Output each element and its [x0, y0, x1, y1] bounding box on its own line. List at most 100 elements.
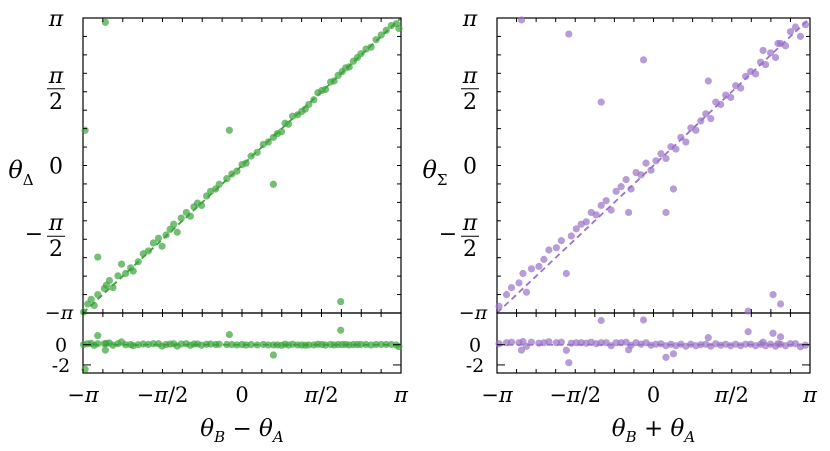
p0-ytick-label-0-sign: −: [25, 222, 43, 247]
p1-point-31: [657, 150, 665, 158]
p1-residual-point-63: [744, 328, 752, 336]
p1-residual-point-19: [597, 339, 605, 347]
p1-point-71: [759, 46, 767, 55]
p0-point-0: [79, 308, 88, 316]
p1-point-50: [752, 70, 760, 78]
p1-point-28: [642, 159, 650, 167]
p1-residual-point-71: [759, 338, 767, 346]
p0-residual-point-78: [101, 346, 109, 354]
p0-point-58: [330, 77, 338, 85]
p1-point-29: [647, 166, 655, 174]
p0-point-18: [154, 234, 163, 242]
p0-residual-point-11: [121, 341, 130, 349]
p1-xtick-label-2: 0: [647, 383, 660, 407]
p0-residual-point-39: [247, 340, 255, 349]
p1-point-11: [557, 237, 565, 245]
p0-residual-point-4: [94, 340, 102, 348]
p1-residual-point-6: [527, 338, 536, 346]
p0-point-10: [117, 260, 126, 268]
p1-ytick-label-2: π2: [461, 64, 479, 115]
p1-point-19: [597, 201, 605, 210]
p0-point-76: [225, 126, 233, 134]
p0-xtick-label-2: 0: [235, 383, 248, 407]
p0-residual-point-73: [395, 342, 403, 351]
p0-point-21: [166, 225, 174, 233]
p1-point-52: [761, 60, 770, 69]
p1-xtick-label-0: −π: [481, 383, 514, 407]
p1-point-24: [622, 175, 630, 184]
p0-residual-point-33: [215, 340, 223, 348]
p0-point-26: [186, 212, 194, 220]
p0-point-19: [158, 242, 166, 250]
p1-point-8: [540, 255, 548, 264]
p1-residual-point-67: [639, 316, 648, 324]
p1-xtick-label-3: π/2: [714, 383, 749, 407]
p1-point-34: [672, 145, 680, 153]
p1-point-47: [737, 84, 745, 92]
p1-xtick-label-1: −π/2: [549, 383, 601, 407]
p0-ytick-label-3: π: [48, 7, 64, 32]
p1-residual-point-14: [572, 339, 580, 347]
p1-point-3: [515, 279, 523, 287]
p1-residual-point-0: [495, 340, 503, 348]
p1-point-65: [565, 30, 573, 38]
p1-residual-point-11: [557, 338, 565, 346]
p1-residual-point-69: [669, 350, 678, 358]
p1-point-30: [652, 157, 660, 165]
p1-ytick-label-0-den: 2: [463, 237, 477, 262]
p1-point-14: [572, 225, 580, 233]
p0-ytick-label-2-den: 2: [49, 90, 63, 115]
p1-residual-point-70: [704, 334, 712, 342]
p0-residual-point-34: [223, 340, 231, 349]
p1-point-39: [697, 117, 705, 125]
p1-point-68: [662, 208, 670, 217]
p1-ytick-label-3: π: [462, 7, 478, 32]
p1-residual-point-57: [786, 340, 795, 348]
p1-ytick-label-0: − π2: [439, 211, 479, 262]
p1-point-45: [727, 93, 735, 102]
p1-point-22: [612, 187, 620, 195]
p1-point-2: [507, 283, 516, 292]
p1-point-70: [704, 77, 712, 85]
p0-residual-point-75: [269, 351, 277, 359]
p0-point-75: [269, 180, 277, 188]
p0-point-69: [377, 31, 385, 39]
p1-point-36: [682, 138, 690, 146]
p0-point-53: [310, 96, 318, 104]
p1-point-57: [786, 28, 795, 36]
p0-point-56: [321, 85, 330, 94]
p1-point-4: [519, 269, 527, 278]
p0-ytick-label-2: π2: [47, 64, 65, 115]
p0-point-47: [284, 120, 293, 128]
p1-point-7: [535, 262, 543, 271]
p0-point-38: [242, 159, 250, 167]
p0-point-4: [94, 291, 102, 299]
p1-point-54: [771, 53, 780, 62]
p0-point-73: [395, 24, 403, 33]
p0-ytick-label-0: − π2: [25, 211, 65, 262]
p0-point-34: [223, 175, 231, 183]
p1-point-1: [502, 291, 511, 299]
p1-point-12: [562, 269, 570, 278]
p1-residual-point-48: [742, 340, 750, 348]
p0-point-74: [337, 298, 345, 306]
p0-point-77: [81, 126, 89, 134]
p1-point-64: [517, 16, 526, 24]
p0-point-14: [134, 258, 142, 266]
p1-point-38: [692, 126, 700, 134]
p1-point-13: [567, 232, 575, 240]
p1-point-40: [702, 110, 710, 118]
p0-point-70: [382, 26, 390, 34]
p1-xlabel: θB + θA: [612, 416, 696, 446]
p1-point-62: [776, 300, 785, 308]
p1-point-27: [637, 171, 645, 179]
p0-ytick-label-0-num: π: [48, 211, 64, 236]
p0-point-78: [101, 18, 109, 26]
p1-fit-line: [496, 17, 811, 314]
p0-ytick-label-1: 0: [49, 155, 63, 180]
p1-point-56: [781, 42, 790, 50]
p1-residual-point-68: [662, 353, 670, 361]
